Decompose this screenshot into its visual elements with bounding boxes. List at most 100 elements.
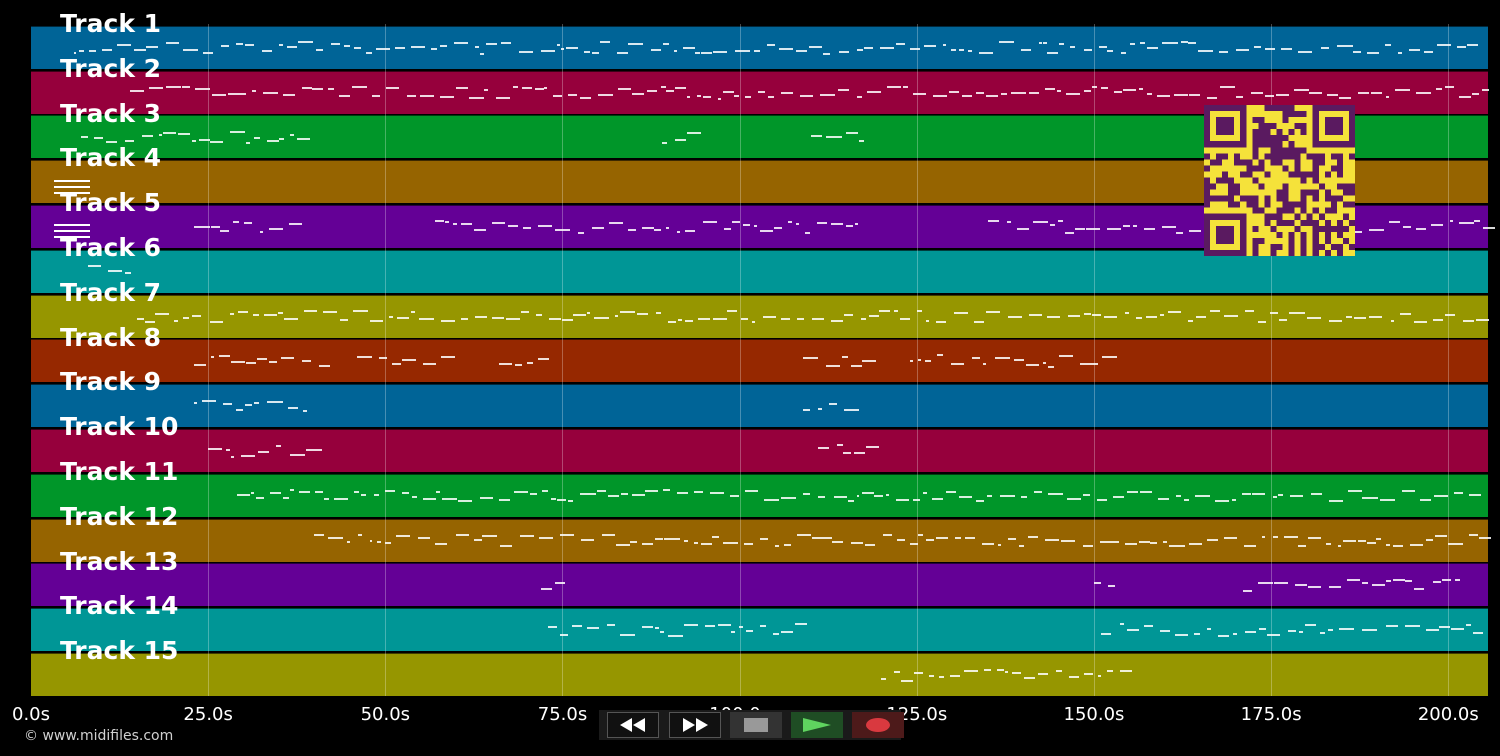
record-button[interactable] <box>852 712 904 738</box>
midi-note <box>499 498 511 501</box>
midi-note <box>1298 50 1313 53</box>
midi-note <box>861 492 874 495</box>
stop-button[interactable] <box>730 712 782 738</box>
fast-forward-button[interactable] <box>669 712 721 738</box>
midi-note <box>1090 363 1099 366</box>
midi-note <box>1468 494 1481 497</box>
midi-note <box>1132 224 1138 227</box>
midi-note <box>519 51 534 54</box>
play-button[interactable] <box>791 712 843 738</box>
midi-note <box>836 444 843 447</box>
midi-note <box>1258 581 1273 584</box>
midi-note <box>165 85 181 88</box>
midi-note <box>1430 224 1443 227</box>
midi-note <box>298 41 313 44</box>
midi-note <box>434 542 448 545</box>
midi-note <box>484 88 489 91</box>
midi-note <box>1458 222 1474 225</box>
play-icon <box>803 718 831 732</box>
midi-note <box>734 94 740 97</box>
midi-note <box>939 675 945 678</box>
midi-note <box>1298 544 1306 547</box>
midi-note <box>857 48 863 51</box>
midi-note <box>740 318 749 321</box>
midi-note <box>1079 363 1091 366</box>
midi-note <box>267 400 283 403</box>
midi-note <box>473 228 486 231</box>
midi-note <box>457 500 472 503</box>
midi-note <box>455 533 470 536</box>
midi-note <box>418 317 434 320</box>
midi-note <box>556 499 566 502</box>
midi-note <box>261 49 272 52</box>
midi-note <box>178 133 190 136</box>
midi-note <box>1329 585 1341 588</box>
midi-note <box>142 135 154 138</box>
midi-note <box>1007 538 1016 541</box>
midi-note <box>1402 226 1412 229</box>
midi-note <box>1139 41 1145 44</box>
midi-note <box>410 45 426 48</box>
midi-note <box>418 536 431 539</box>
midi-note <box>1339 627 1355 630</box>
midi-note <box>202 400 216 403</box>
midi-note <box>469 97 484 100</box>
midi-note <box>534 88 544 91</box>
midi-note <box>1442 579 1452 582</box>
midi-note <box>289 453 305 456</box>
midi-note <box>918 359 921 362</box>
midi-note <box>982 543 995 546</box>
midi-note <box>800 95 814 98</box>
midi-note <box>665 226 669 229</box>
midi-note <box>717 97 721 100</box>
midi-note <box>712 51 727 54</box>
midi-note <box>1082 494 1090 497</box>
menu-icon[interactable] <box>54 180 90 244</box>
midi-note <box>817 447 829 450</box>
midi-note <box>846 131 858 134</box>
midi-note <box>235 408 243 411</box>
midi-note <box>591 226 604 229</box>
midi-note <box>780 630 794 633</box>
midi-note <box>434 219 444 222</box>
midi-note <box>823 52 831 55</box>
midi-note <box>601 534 615 537</box>
midi-note <box>453 222 458 225</box>
midi-note <box>1092 86 1097 89</box>
midi-note <box>219 354 230 357</box>
midi-note <box>396 535 410 538</box>
midi-note <box>193 401 198 404</box>
midi-note <box>654 229 661 232</box>
midi-note <box>617 87 631 90</box>
midi-note <box>803 408 810 411</box>
midi-note <box>987 494 993 497</box>
midi-note <box>1059 43 1064 46</box>
midi-note <box>283 496 290 499</box>
midi-note <box>645 489 659 492</box>
midi-note <box>847 500 854 503</box>
midi-note <box>557 43 561 46</box>
midi-note <box>302 360 311 363</box>
midi-note <box>1007 315 1017 318</box>
midi-note <box>1047 52 1058 55</box>
track-lane <box>31 608 1488 652</box>
midi-note <box>275 445 282 448</box>
midi-note <box>299 490 310 493</box>
midi-note <box>227 93 233 96</box>
midi-note <box>1127 490 1139 493</box>
midi-note <box>983 668 991 671</box>
midi-note <box>125 140 135 143</box>
rewind-button[interactable] <box>607 712 659 738</box>
midi-note <box>567 93 578 96</box>
midi-note <box>1050 224 1056 227</box>
midi-note <box>1068 315 1080 318</box>
midi-note <box>873 494 884 497</box>
midi-note <box>818 496 826 499</box>
midi-note <box>230 360 245 363</box>
midi-note <box>1224 315 1239 318</box>
midi-note <box>958 48 965 51</box>
time-tick-label: 75.0s <box>537 704 588 725</box>
midi-note <box>1468 534 1478 537</box>
midi-note <box>950 675 960 677</box>
midi-note <box>1175 495 1182 498</box>
